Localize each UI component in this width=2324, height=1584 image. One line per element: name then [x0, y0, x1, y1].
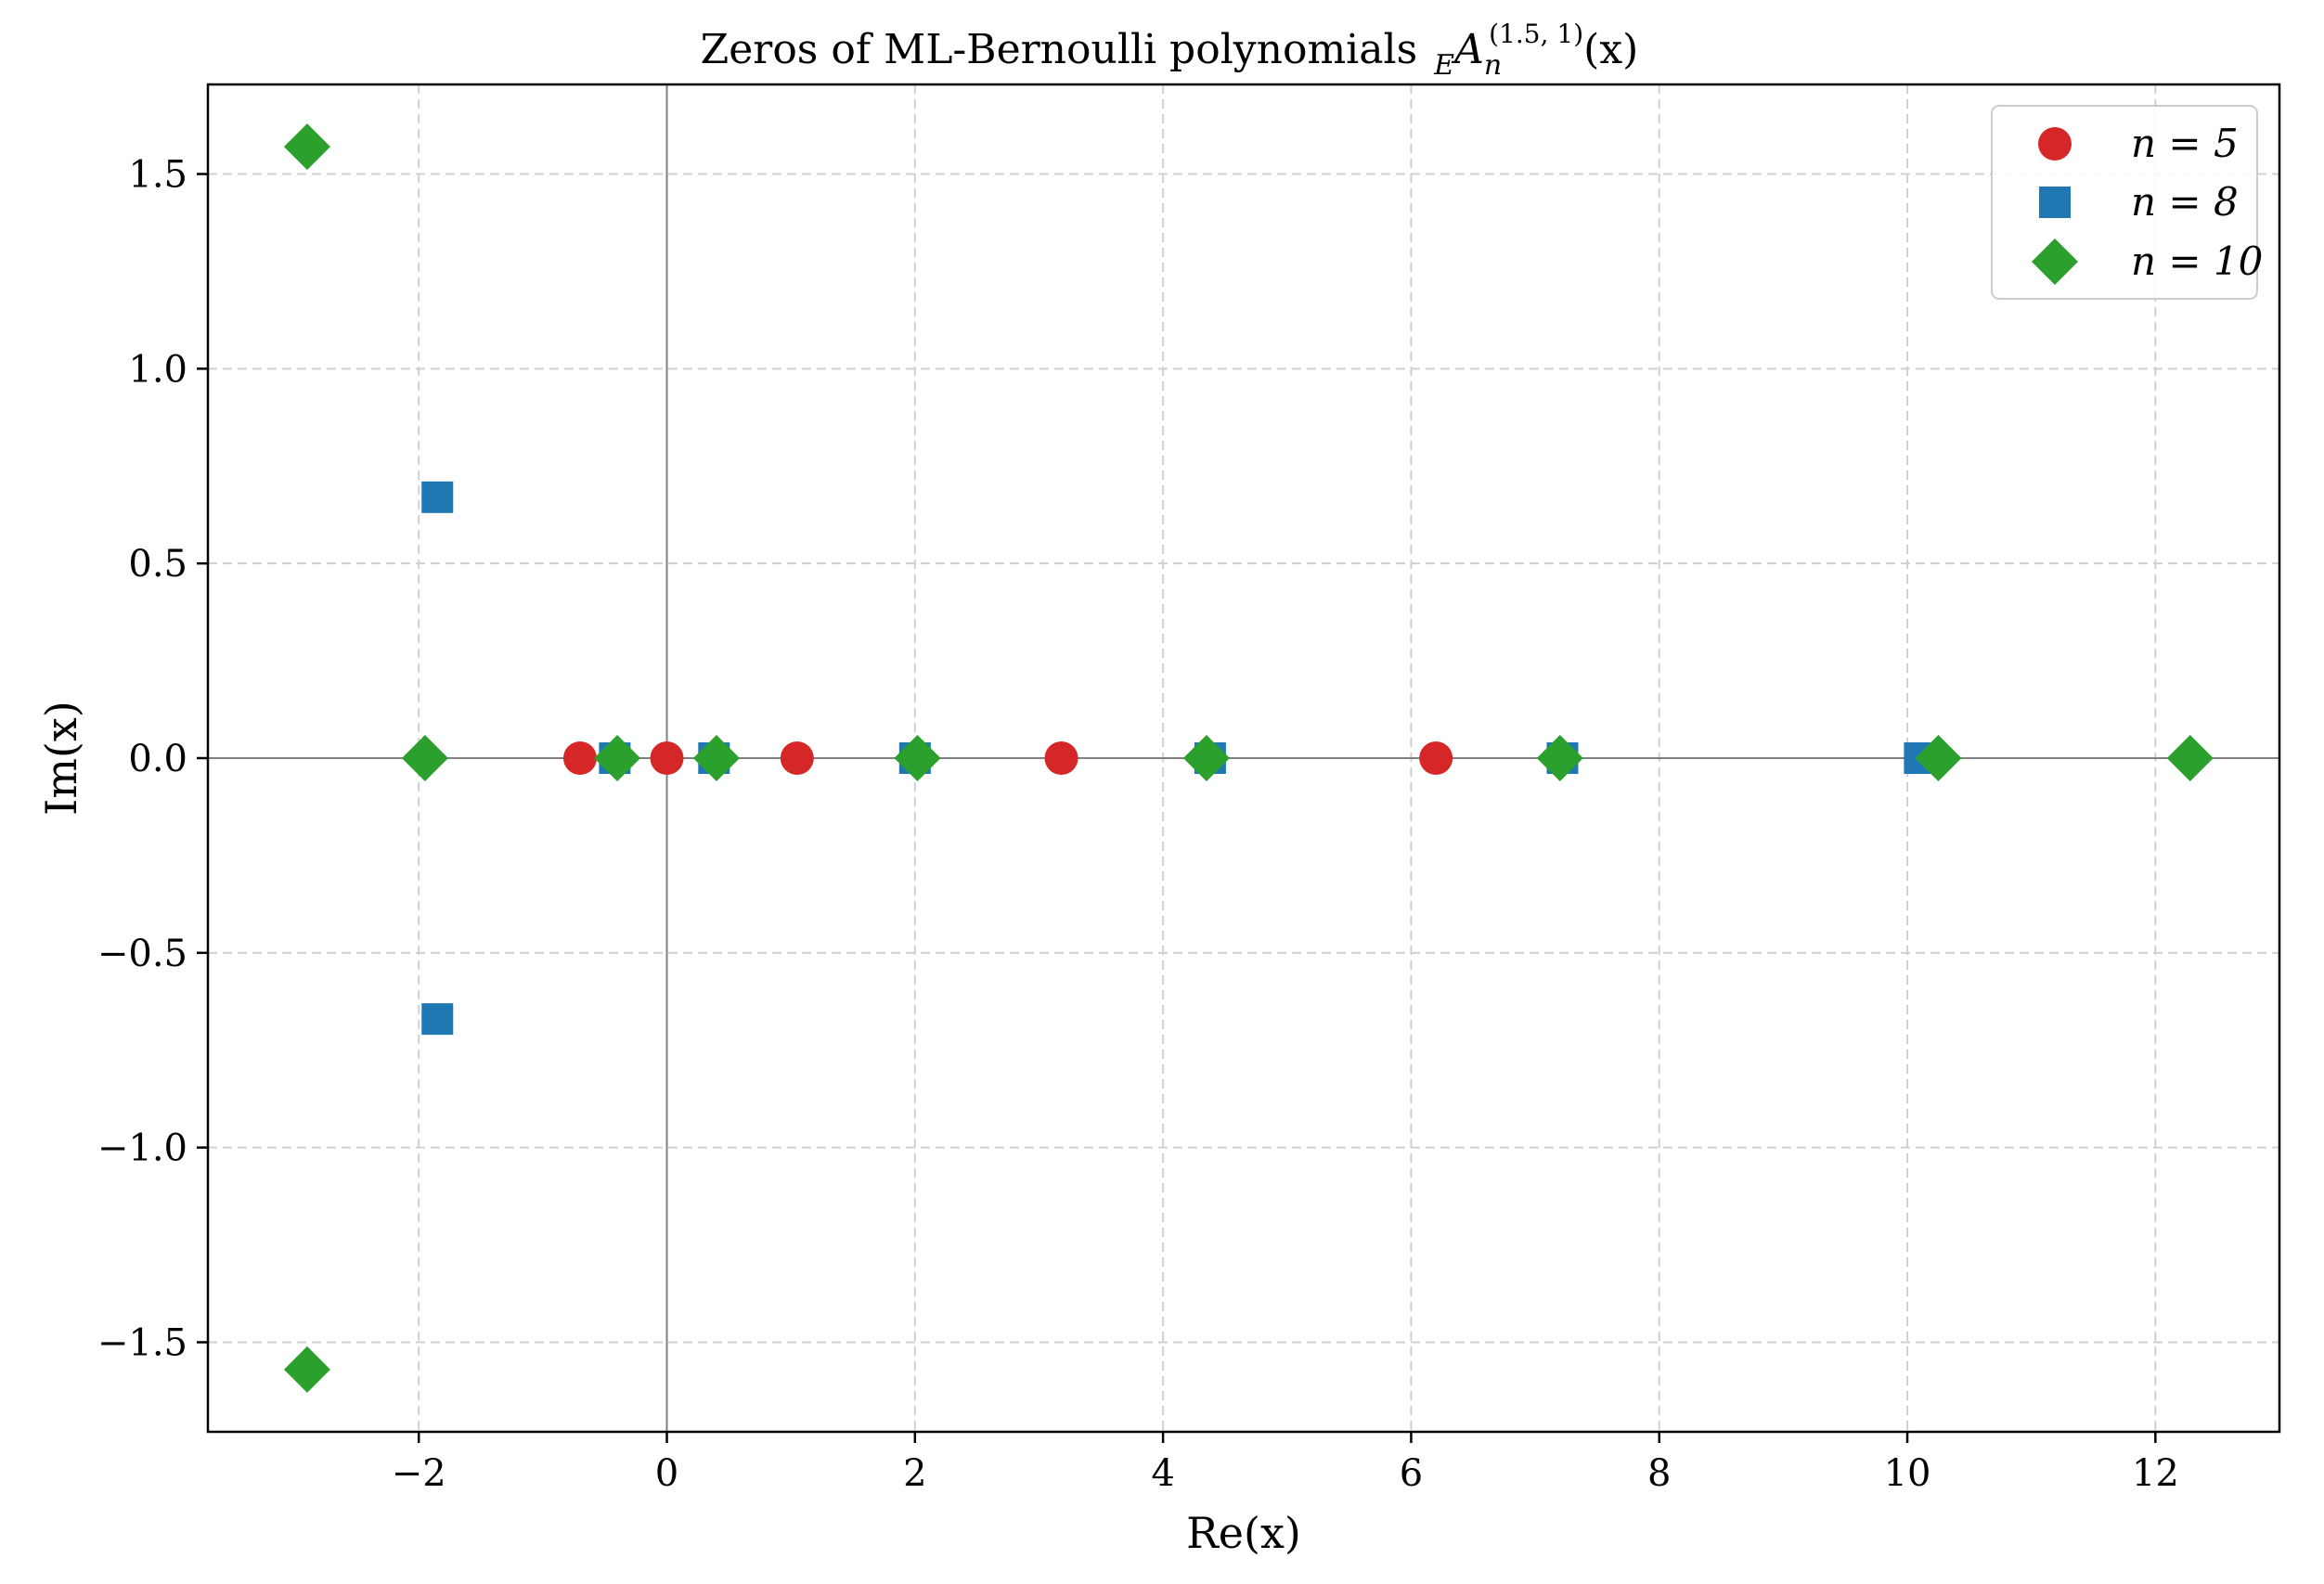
chart-title: Zeros of ML-Bernoulli polynomials EAn(1.5… — [701, 19, 1639, 82]
legend-entry: n = 5 — [2038, 121, 2239, 166]
x-tick-label: 12 — [2132, 1452, 2179, 1495]
diamond-point — [594, 735, 641, 781]
circle-point — [1419, 741, 1453, 775]
legend-label: n = 8 — [2131, 179, 2239, 225]
diamond-point — [692, 735, 740, 781]
legend-diamond-marker — [2032, 238, 2078, 285]
y-tick-label: 0.0 — [128, 738, 187, 780]
diamond-point — [401, 735, 448, 781]
square-point — [421, 1003, 454, 1036]
axis-ticks: −2 0 2 4 6 8 10 12 −1.5 −1.0 −0.5 0.0 0.5 1.0 1.5 — [97, 154, 2179, 1495]
y-tick-label: −1.5 — [97, 1321, 187, 1364]
legend-square-marker — [2039, 187, 2071, 218]
y-tick-label: 1.5 — [128, 154, 187, 197]
diamond-point — [283, 123, 330, 171]
diamond-point — [2166, 735, 2214, 781]
diamond-point — [1915, 735, 1962, 781]
square-point — [421, 481, 454, 513]
y-tick-label: −0.5 — [97, 933, 187, 975]
diamond-point — [894, 735, 941, 781]
circle-point — [1044, 741, 1078, 775]
title-letter: A — [1451, 26, 1484, 73]
legend-label: n = 5 — [2131, 121, 2239, 166]
y-tick-label: −1.0 — [97, 1127, 187, 1170]
circle-point — [562, 741, 597, 775]
x-tick-label: −2 — [392, 1452, 446, 1495]
title-subscript-left: E — [1433, 49, 1454, 82]
title-superscript: (1.5, 1) — [1489, 19, 1583, 49]
x-tick-label: 0 — [655, 1452, 678, 1495]
diamond-point — [1536, 735, 1583, 781]
y-axis-label: Im(x) — [36, 701, 86, 816]
diamond-point — [1182, 735, 1230, 781]
y-tick-label: 1.0 — [128, 348, 187, 391]
data-points — [283, 123, 2214, 1393]
legend-label: n = 10 — [2131, 238, 2263, 284]
circle-point — [780, 741, 814, 775]
legend-entry: n = 10 — [2032, 238, 2263, 285]
x-tick-label: 10 — [1884, 1452, 1931, 1495]
x-tick-label: 6 — [1400, 1452, 1423, 1495]
title-argument: (x) — [1583, 26, 1638, 73]
x-tick-label: 8 — [1647, 1452, 1671, 1495]
x-tick-label: 4 — [1151, 1452, 1174, 1495]
legend: n = 5 n = 8 n = 10 — [1991, 105, 2263, 300]
diamond-point — [283, 1346, 330, 1393]
x-tick-label: 2 — [903, 1452, 926, 1495]
x-axis-label: Re(x) — [1186, 1508, 1301, 1558]
title-subscript: n — [1484, 49, 1502, 82]
circle-point — [650, 741, 684, 775]
legend-circle-marker — [2038, 127, 2072, 161]
y-tick-label: 0.5 — [128, 543, 187, 586]
title-prefix: Zeros of ML-Bernoulli polynomials — [701, 26, 1417, 73]
legend-entry: n = 8 — [2039, 179, 2239, 225]
